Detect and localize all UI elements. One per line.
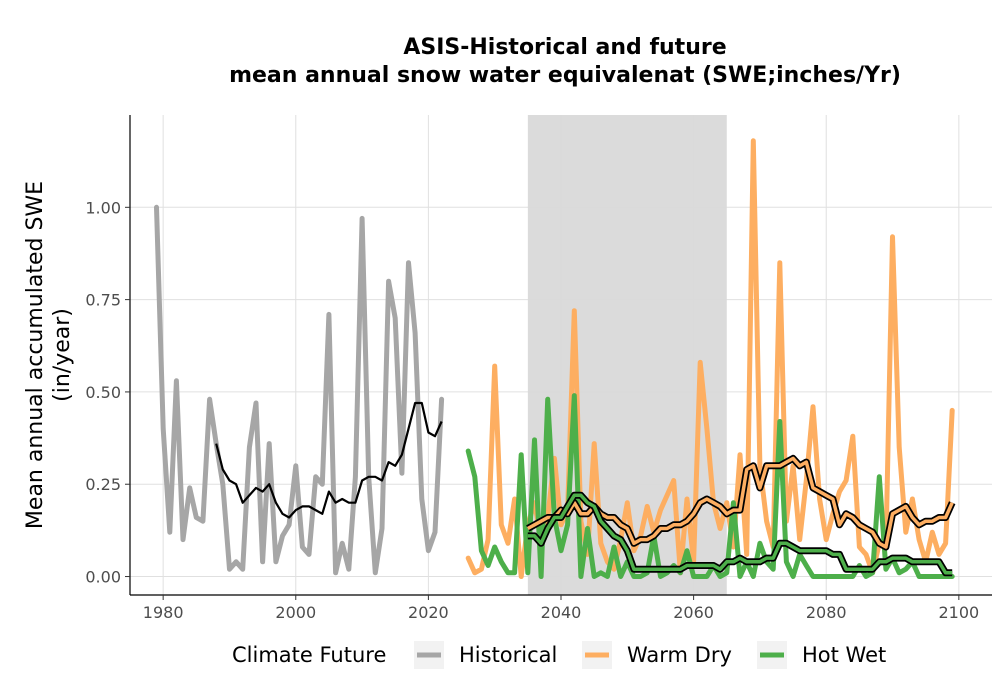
x-tick-label: 2060 <box>673 603 714 622</box>
y-axis-title-line: Mean annual accumulated SWE <box>23 181 48 529</box>
series-lines <box>154 138 956 579</box>
y-tick-label: 1.00 <box>85 198 121 217</box>
x-tick-label: 1980 <box>143 603 184 622</box>
legend-label-historical: Historical <box>459 643 557 667</box>
chart-title-line: ASIS-Historical and future <box>403 35 726 60</box>
chart-title: ASIS-Historical and future mean annual sn… <box>229 35 901 88</box>
y-tick-label: 0.25 <box>85 475 121 494</box>
x-tick-label: 2100 <box>938 603 979 622</box>
series-line-historical <box>154 204 445 576</box>
y-axis-title: Mean annual accumulated SWE (in/year) <box>23 181 75 529</box>
y-axis-title-line: (in/year) <box>50 308 75 402</box>
y-tick-label: 0.75 <box>85 291 121 310</box>
smoothed-line-hot-wet <box>527 493 953 575</box>
legend-label-warm-dry: Warm Dry <box>627 643 732 667</box>
y-tick-label: 0.50 <box>85 383 121 402</box>
y-tick-label: 0.00 <box>85 568 121 587</box>
axes: 1980 2000 2020 2040 2060 2080 2100 0.00 0.25 0.50… <box>85 115 992 622</box>
series-line-hot-wet <box>465 393 955 579</box>
legend: Climate Future Historical Warm Dry Hot Wet <box>232 641 886 669</box>
x-tick-label: 2040 <box>541 603 582 622</box>
chart-title-line: mean annual snow water equivalenat (SWE;… <box>229 63 901 88</box>
y-axis-title-group: Mean annual accumulated SWE (in/year) <box>23 181 75 529</box>
x-tick-label: 2080 <box>806 603 847 622</box>
x-tick-label: 2000 <box>275 603 316 622</box>
smoothed-line-historical <box>215 401 443 519</box>
legend-title: Climate Future <box>232 643 386 667</box>
legend-label-hot-wet: Hot Wet <box>802 643 886 667</box>
x-tick-label: 2020 <box>408 603 449 622</box>
